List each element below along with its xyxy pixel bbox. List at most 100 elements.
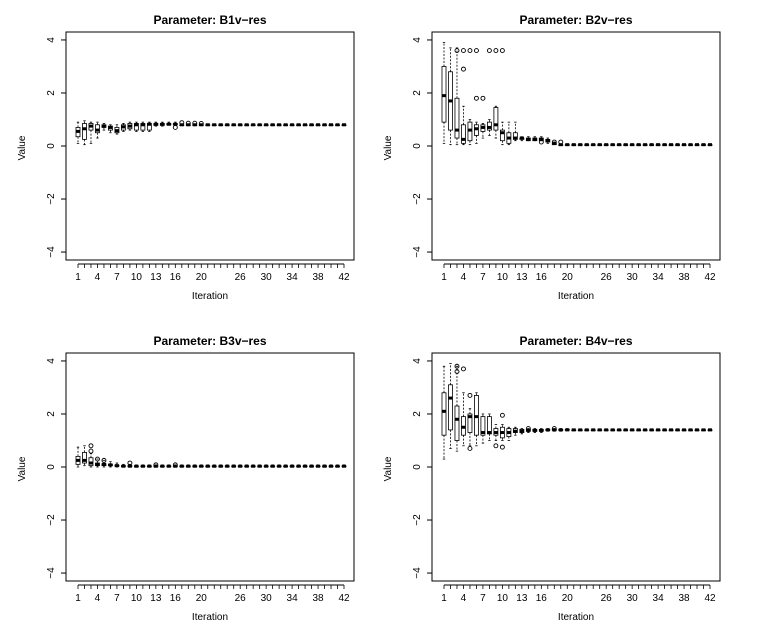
outlier-point — [461, 366, 466, 372]
panel-title: Parameter: B2v−res — [519, 13, 632, 27]
y-axis-label: Value — [383, 135, 394, 160]
outlier-point — [101, 457, 107, 463]
outlier-point — [198, 121, 204, 126]
x-tick-label: 26 — [235, 272, 247, 283]
y-axis-label: Value — [17, 456, 28, 481]
box — [82, 452, 87, 464]
outlier-point — [454, 369, 460, 375]
y-tick-label: −4 — [412, 246, 423, 258]
x-tick-label: 26 — [235, 593, 247, 604]
y-tick-label: 4 — [46, 37, 57, 43]
outlier-point — [185, 120, 191, 126]
x-tick-label: 4 — [461, 272, 467, 283]
outlier-point — [95, 456, 100, 462]
outlier-point — [454, 363, 460, 369]
x-tick-label: 34 — [287, 593, 299, 604]
box — [441, 392, 447, 436]
x-tick-label: 1 — [75, 272, 81, 283]
outlier-point — [551, 426, 557, 432]
x-tick-label: 38 — [678, 593, 690, 604]
outlier-point — [499, 444, 505, 450]
x-tick-label: 16 — [536, 593, 548, 604]
outlier-point — [127, 460, 133, 466]
outlier-point — [172, 124, 178, 130]
box — [480, 416, 486, 436]
x-tick-label: 16 — [170, 272, 182, 283]
x-tick-label: 42 — [338, 593, 350, 604]
outlier-point — [88, 443, 94, 449]
x-tick-label: 10 — [131, 272, 143, 283]
x-tick-label: 42 — [704, 593, 716, 604]
outlier-point — [461, 48, 466, 54]
outlier-point — [461, 66, 466, 72]
x-tick-label: 26 — [601, 272, 613, 283]
y-tick-label: −2 — [412, 193, 423, 205]
x-tick-label: 16 — [536, 272, 548, 283]
outlier-point — [88, 448, 94, 454]
x-tick-label: 4 — [95, 272, 101, 283]
outlier-point — [473, 95, 479, 101]
outlier-point — [172, 462, 178, 468]
x-tick-label: 30 — [627, 272, 639, 283]
y-axis-label: Value — [17, 135, 28, 160]
y-tick-label: 2 — [412, 90, 423, 96]
x-tick-label: 1 — [75, 593, 81, 604]
panel-b1v-res: Parameter: B1v−res Iteration Value 420−2… — [17, 13, 355, 302]
y-tick-label: −4 — [412, 567, 423, 579]
x-tick-label: 1 — [441, 272, 447, 283]
x-tick-label: 7 — [114, 593, 120, 604]
x-tick-label: 42 — [704, 272, 716, 283]
outlier-point — [480, 95, 486, 101]
x-axis-label: Iteration — [192, 612, 228, 623]
x-tick-label: 16 — [170, 593, 182, 604]
outlier-point — [179, 120, 185, 126]
outlier-point — [467, 392, 473, 398]
outlier-point — [454, 48, 460, 54]
outlier-point — [499, 48, 505, 54]
box — [448, 384, 453, 431]
x-tick-label: 30 — [261, 272, 273, 283]
x-tick-label: 7 — [114, 272, 120, 283]
x-tick-label: 34 — [653, 593, 665, 604]
box — [467, 413, 473, 433]
y-tick-label: −2 — [412, 514, 423, 526]
box — [454, 405, 460, 441]
x-axis-label: Iteration — [558, 612, 594, 623]
x-tick-label: 4 — [95, 593, 101, 604]
x-tick-label: 34 — [287, 272, 299, 283]
outlier-point — [551, 139, 557, 145]
outlier-point — [473, 48, 479, 54]
x-tick-label: 42 — [338, 272, 350, 283]
box — [82, 123, 87, 140]
y-tick-label: 0 — [46, 464, 57, 470]
box — [493, 107, 499, 131]
x-tick-label: 26 — [601, 593, 613, 604]
y-tick-label: −2 — [46, 193, 57, 205]
panel-title: Parameter: B1v−res — [153, 13, 266, 27]
panel-b2v-res: Parameter: B2v−res Iteration Value 420−2… — [383, 13, 721, 302]
box — [499, 129, 505, 142]
outlier-point — [467, 48, 473, 54]
y-tick-label: 4 — [412, 358, 423, 364]
x-tick-label: 38 — [312, 593, 324, 604]
box — [454, 97, 460, 139]
box — [461, 124, 466, 144]
x-tick-label: 20 — [196, 593, 208, 604]
x-tick-label: 38 — [312, 272, 324, 283]
x-tick-label: 10 — [497, 272, 509, 283]
x-tick-label: 30 — [261, 593, 273, 604]
outlier-point — [192, 120, 198, 126]
plot-frame — [65, 31, 355, 261]
y-axis-label: Value — [383, 456, 394, 481]
x-tick-label: 13 — [150, 593, 162, 604]
x-tick-label: 13 — [150, 272, 162, 283]
plot-frame — [431, 352, 721, 582]
x-tick-label: 4 — [461, 593, 467, 604]
outlier-point — [493, 48, 499, 54]
y-tick-label: −2 — [46, 514, 57, 526]
x-tick-label: 1 — [441, 593, 447, 604]
x-tick-label: 10 — [131, 593, 143, 604]
y-tick-label: −4 — [46, 246, 57, 258]
outlier-point — [538, 139, 544, 145]
